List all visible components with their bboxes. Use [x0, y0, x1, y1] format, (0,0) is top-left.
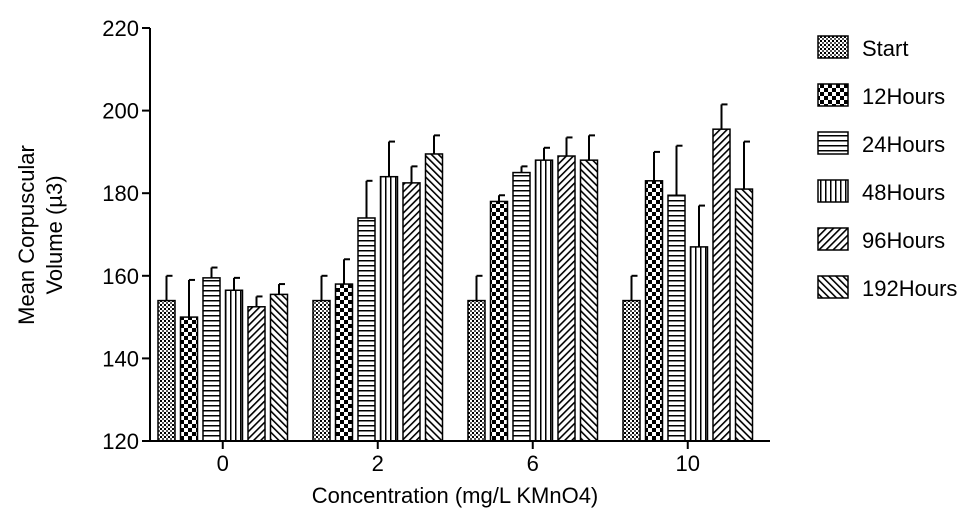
legend-swatch-96hours — [817, 227, 849, 251]
bar-start-10 — [622, 299, 641, 442]
axes: 120 140 160 180 200 220 0 2 6 10 — [102, 16, 770, 476]
y-tick-label-180: 180 — [102, 181, 139, 206]
bar-12hours-0 — [179, 316, 199, 442]
bar-192hours-2 — [424, 153, 444, 442]
y-tick-label-200: 200 — [102, 99, 139, 124]
x-axis-title: Concentration (mg/L KMnO4) — [312, 483, 599, 508]
bar-48hours-2 — [379, 175, 399, 442]
bar-96hours-6 — [557, 155, 576, 442]
x-tick-label-0: 0 — [217, 451, 229, 476]
bar-96hours-0 — [247, 306, 266, 442]
legend-swatch-192hours — [817, 275, 849, 299]
legend-swatch-start — [817, 35, 849, 59]
bar-24hours-10 — [667, 194, 686, 442]
bar-192hours-0 — [269, 293, 289, 442]
bar-24hours-6 — [512, 171, 531, 442]
legend-swatch-24hours — [817, 131, 849, 155]
bar-12hours-2 — [334, 283, 354, 442]
legend-label-192hours: 192Hours — [862, 276, 957, 301]
x-tick-label-2: 2 — [372, 451, 384, 476]
legend-label-96hours: 96Hours — [862, 228, 945, 253]
legend-label-24hours: 24Hours — [862, 132, 945, 157]
bar-192hours-6 — [579, 159, 599, 442]
bar-12hours-10 — [644, 180, 664, 442]
legend: Start 12Hours 24Hours 48Hours 96Hours 192Hour… — [817, 35, 957, 301]
bar-start-6 — [467, 299, 486, 442]
bar-24hours-0 — [202, 277, 221, 442]
bar-192hours-10 — [734, 188, 754, 442]
legend-swatch-48hours — [817, 179, 849, 203]
legend-label-12hours: 12Hours — [862, 84, 945, 109]
bar-96hours-10 — [712, 128, 731, 442]
bar-24hours-2 — [357, 217, 376, 442]
x-tick-label-10: 10 — [676, 451, 700, 476]
bar-12hours-6 — [489, 200, 509, 442]
x-tick-label-6: 6 — [527, 451, 539, 476]
y-tick-label-160: 160 — [102, 264, 139, 289]
y-tick-label-220: 220 — [102, 16, 139, 41]
bar-48hours-0 — [224, 289, 244, 442]
y-axis-title: Mean Corpuscular Volume (µ3) — [14, 145, 67, 325]
legend-label-start: Start — [862, 36, 908, 61]
y-tick-label-120: 120 — [102, 429, 139, 454]
bar-48hours-6 — [534, 159, 554, 442]
legend-swatch-12hours — [817, 83, 849, 107]
bar-start-0 — [157, 299, 176, 442]
bar-start-2 — [312, 299, 331, 442]
plot-area — [157, 103, 754, 442]
bar-96hours-2 — [402, 182, 421, 442]
bar-48hours-10 — [689, 246, 709, 442]
y-axis-title-line-1: Mean Corpuscular — [14, 145, 39, 325]
legend-label-48hours: 48Hours — [862, 180, 945, 205]
y-tick-label-140: 140 — [102, 346, 139, 371]
y-axis-title-line-2: Volume (µ3) — [42, 175, 67, 294]
